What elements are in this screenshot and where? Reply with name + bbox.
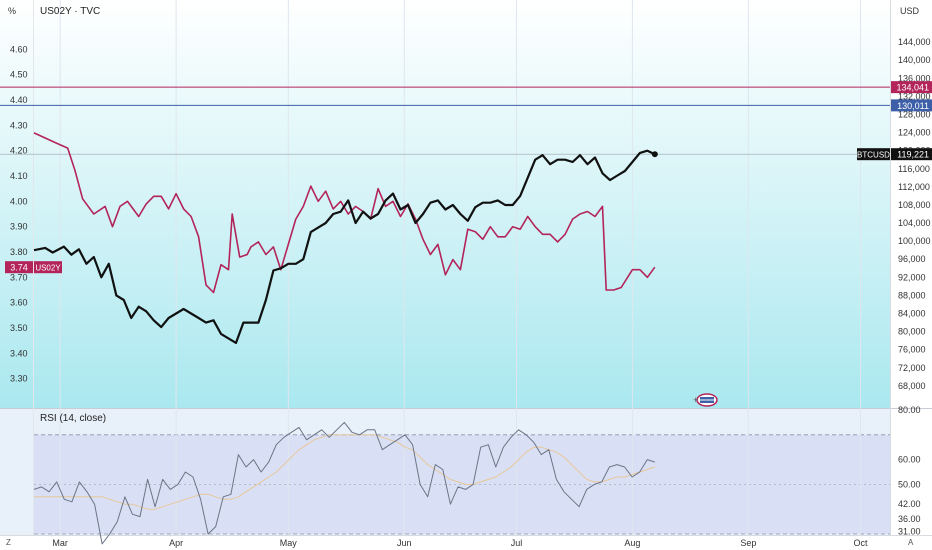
- right-tick-label: 104,000: [898, 218, 931, 228]
- right-tick-label: 128,000: [898, 109, 931, 119]
- left-unit-label: %: [8, 6, 16, 16]
- right-tick-label: 124,000: [898, 128, 931, 138]
- right-tick-label: 136,000: [898, 73, 931, 83]
- left-tick-label: 4.50: [10, 70, 28, 80]
- left-tick-label: 3.60: [10, 298, 28, 308]
- right-tick-label: 108,000: [898, 200, 931, 210]
- rsi-ma-line[interactable]: [34, 434, 655, 510]
- right-tick-label: 76,000: [898, 345, 926, 355]
- right-tick-label: 112,000: [898, 182, 930, 192]
- rsi-tick-label: 31.00: [898, 527, 921, 537]
- blue-level-label: 130,011: [897, 101, 929, 111]
- red-level-label: 134,041: [896, 83, 929, 93]
- rsi-tick-label: 36.00: [898, 514, 921, 524]
- blue-level-label-box: [891, 99, 932, 112]
- right-tick-label: 84,000: [898, 309, 926, 319]
- main-pane-background: [0, 0, 890, 408]
- x-tick-label: Mar: [52, 538, 68, 548]
- left-tick-label: 3.80: [10, 247, 28, 257]
- right-tick-label: 132,000: [898, 91, 931, 101]
- left-tick-label: 3.30: [10, 374, 28, 384]
- left-tick-label: 4.10: [10, 171, 28, 181]
- right-tick-label: 68,000: [898, 381, 926, 391]
- rsi-band: [34, 434, 890, 534]
- right-tick-label: 80,000: [898, 327, 926, 337]
- symbol-title[interactable]: US02Y · TVC: [40, 6, 100, 17]
- left-tick-label: 3.90: [10, 222, 28, 232]
- x-tick-label: Apr: [169, 538, 183, 548]
- x-tick-label: May: [280, 538, 298, 548]
- us02y-name-box: [34, 261, 62, 274]
- right-tick-label: 96,000: [898, 254, 926, 264]
- bottom-left-icon[interactable]: Z: [6, 538, 11, 547]
- btcusd-name-box: [857, 148, 890, 161]
- right-tick-label: 100,000: [898, 236, 931, 246]
- right-tick-label: 116,000: [898, 164, 930, 174]
- plus-icon[interactable]: +: [693, 395, 698, 405]
- right-tick-label: 88,000: [898, 290, 926, 300]
- x-tick-label: Oct: [854, 538, 869, 548]
- left-tick-label: 4.30: [10, 120, 28, 130]
- us02y-last-label-box: [5, 261, 33, 274]
- right-tick-label: 144,000: [898, 37, 931, 47]
- right-tick-label: 140,000: [898, 55, 931, 65]
- btcusd-last-label: 119,221: [897, 150, 929, 160]
- btcusd-name-label: BTCUSD: [857, 151, 890, 160]
- bottom-right-icon[interactable]: A: [908, 538, 914, 547]
- x-tick-label: Jun: [397, 538, 412, 548]
- right-unit-label: USD: [900, 6, 920, 16]
- rsi-tick-label: 50.00: [898, 479, 921, 489]
- right-tick-label: 72,000: [898, 363, 926, 373]
- x-tick-label: Sep: [740, 538, 756, 548]
- btcusd-series-line[interactable]: [33, 149, 656, 344]
- btcusd-last-label-box: [891, 148, 932, 161]
- rsi-tick-label: 80.00: [898, 405, 921, 415]
- rsi-line[interactable]: [33, 421, 655, 545]
- x-tick-label: Aug: [624, 538, 640, 548]
- time-axis-background: [0, 535, 932, 550]
- left-tick-label: 3.70: [10, 272, 28, 282]
- right-tick-label: 92,000: [898, 272, 926, 282]
- rsi-tick-label: 42.00: [898, 499, 921, 509]
- left-tick-label: 4.40: [10, 95, 28, 105]
- red-level-label-box: [891, 81, 932, 94]
- left-tick-label: 3.40: [10, 348, 28, 358]
- us02y-last-label: 3.74: [10, 263, 28, 273]
- rsi-tick-label: 60.00: [898, 455, 921, 465]
- us02y-name-label: US02Y: [35, 264, 61, 273]
- flag-icon[interactable]: [696, 393, 718, 407]
- left-tick-label: 4.60: [10, 44, 28, 54]
- x-tick-label: Jul: [511, 538, 523, 548]
- rsi-title[interactable]: RSI (14, close): [40, 413, 106, 424]
- left-tick-label: 4.00: [10, 196, 28, 206]
- left-tick-label: 4.20: [10, 146, 28, 156]
- left-tick-label: 3.50: [10, 323, 28, 333]
- btcusd-last-point[interactable]: [651, 151, 658, 158]
